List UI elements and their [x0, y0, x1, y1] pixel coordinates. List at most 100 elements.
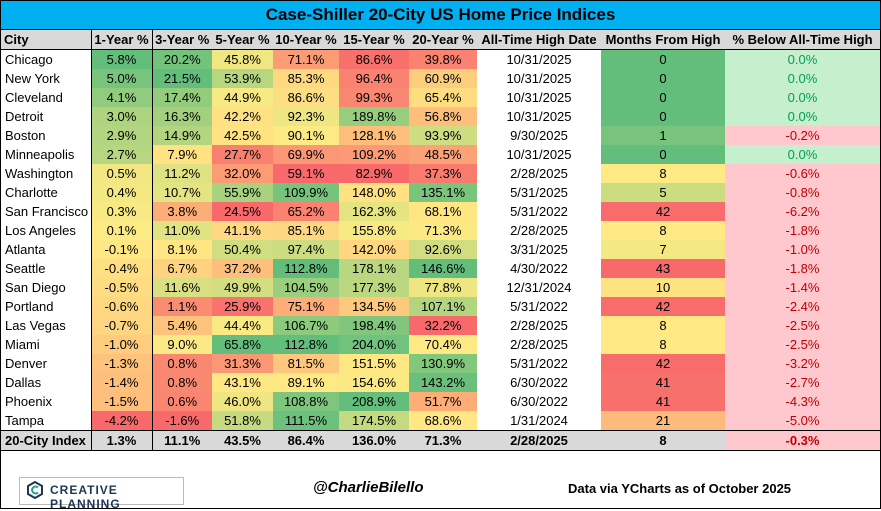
cell-below-ath: 0.0% [725, 69, 880, 88]
creative-planning-logo: CREATIVE PLANNING [19, 477, 184, 511]
cell-15yr: 198.4% [339, 316, 409, 335]
cell-3yr: 17.4% [151, 88, 212, 107]
cell-5yr: 42.2% [212, 107, 273, 126]
cell-below-ath: -2.5% [725, 335, 880, 354]
table-row: Charlotte 0.4% 10.7% 55.9% 109.9% 148.0% 135.1… [1, 183, 880, 202]
cell-20yr: 93.9% [409, 126, 477, 145]
cell-ath-date: 10/31/2025 [506, 90, 572, 105]
cell-ath-date: 5/31/2022 [510, 204, 568, 219]
cell-5yr: 43.1% [212, 373, 273, 392]
table-row: Phoenix -1.5% 0.6% 46.0% 108.8% 208.9% 51.7% 6/… [1, 392, 880, 411]
col-header-1yr: 1-Year % [90, 30, 152, 50]
cell-months-from-high: 0 [601, 145, 725, 164]
table-row: Minneapolis 2.7% 7.9% 27.7% 69.9% 109.2% 48.5%… [1, 145, 880, 164]
cell-1yr: -1.0% [90, 335, 152, 354]
cell-city: Washington [5, 166, 74, 181]
cell-20yr: 130.9% [409, 354, 477, 373]
cell-5yr: 41.1% [212, 221, 273, 240]
cell-3yr: 11.2% [151, 164, 212, 183]
cell-5yr: 43.5% [212, 430, 273, 451]
cell-5yr: 65.8% [212, 335, 273, 354]
col-header-ath-date: All-Time High Date [477, 30, 601, 50]
cell-months-from-high: 42 [601, 297, 725, 316]
creative-planning-logo-icon [27, 481, 43, 499]
cell-months-from-high: 8 [601, 164, 725, 183]
cell-months-from-high: 43 [601, 259, 725, 278]
cell-months-from-high: 0 [601, 49, 725, 69]
cell-10yr: 81.5% [273, 354, 339, 373]
cell-5yr: 37.2% [212, 259, 273, 278]
cell-1yr: 4.1% [90, 88, 152, 107]
cell-below-ath: 0.0% [725, 107, 880, 126]
cell-below-ath: -5.0% [725, 411, 880, 431]
cell-10yr: 109.9% [273, 183, 339, 202]
cell-months-from-high: 8 [601, 430, 725, 451]
table-row: Washington 0.5% 11.2% 32.0% 59.1% 82.9% 37.3% 2… [1, 164, 880, 183]
table-row: Las Vegas -0.7% 5.4% 44.4% 106.7% 198.4% 32.2%… [1, 316, 880, 335]
cell-ath-date: 5/31/2022 [510, 356, 568, 371]
cell-below-ath: -1.8% [725, 221, 880, 240]
cell-20yr: 56.8% [409, 107, 477, 126]
cell-months-from-high: 0 [601, 88, 725, 107]
cell-10yr: 106.7% [273, 316, 339, 335]
cell-3yr: 11.1% [151, 430, 212, 451]
cell-3yr: 11.6% [151, 278, 212, 297]
col-header-below: % Below All-Time High [725, 30, 880, 50]
cell-ath-date: 2/28/2025 [510, 223, 568, 238]
cell-5yr: 50.4% [212, 240, 273, 259]
cell-5yr: 44.9% [212, 88, 273, 107]
cell-3yr: 16.3% [151, 107, 212, 126]
cell-below-ath: -0.2% [725, 126, 880, 145]
cell-15yr: 174.5% [339, 411, 409, 431]
cell-15yr: 155.8% [339, 221, 409, 240]
cell-below-ath: -0.8% [725, 183, 880, 202]
cell-10yr: 86.6% [273, 88, 339, 107]
cell-ath-date: 10/31/2025 [506, 71, 572, 86]
cell-city: New York [5, 71, 60, 86]
cell-below-ath: -6.2% [725, 202, 880, 221]
cell-15yr: 82.9% [339, 164, 409, 183]
report-title: Case-Shiller 20-City US Home Price Indic… [1, 1, 880, 30]
cell-ath-date: 10/31/2025 [506, 109, 572, 124]
cell-ath-date: 2/28/2025 [477, 430, 601, 451]
cell-ath-date: 4/30/2022 [510, 261, 568, 276]
cell-5yr: 51.8% [212, 411, 273, 431]
logo-text: CREATIVE PLANNING [50, 483, 121, 511]
cell-3yr: -1.6% [151, 411, 212, 431]
cell-1yr: 2.7% [90, 145, 152, 164]
cell-below-ath: -2.5% [725, 316, 880, 335]
cell-ath-date: 10/31/2025 [506, 147, 572, 162]
cell-20yr: 37.3% [409, 164, 477, 183]
cell-20yr: 68.1% [409, 202, 477, 221]
cell-10yr: 108.8% [273, 392, 339, 411]
cell-ath-date: 6/30/2022 [510, 394, 568, 409]
table-row: Dallas -1.4% 0.8% 43.1% 89.1% 154.6% 143.2% 6/3… [1, 373, 880, 392]
cell-ath-date: 3/31/2025 [510, 242, 568, 257]
cell-1yr: -4.2% [90, 411, 152, 431]
cell-city: Phoenix [5, 394, 52, 409]
cell-5yr: 27.7% [212, 145, 273, 164]
cell-3yr: 1.1% [151, 297, 212, 316]
cell-1yr: 0.1% [90, 221, 152, 240]
cell-1yr: 5.0% [90, 69, 152, 88]
cell-10yr: 92.3% [273, 107, 339, 126]
cell-1yr: -1.4% [90, 373, 152, 392]
cell-city: 20-City Index [1, 430, 91, 451]
cell-15yr: 189.8% [339, 107, 409, 126]
cell-15yr: 136.0% [339, 430, 409, 451]
cell-below-ath: -0.3% [725, 430, 880, 451]
index-row: 20-City Index 1.3% 11.1% 43.5% 86.4% 136.0% 71… [1, 430, 880, 451]
cell-1yr: 0.4% [90, 183, 152, 202]
table-row: Chicago 5.8% 20.2% 45.8% 71.1% 86.6% 39.8% 10/3… [1, 49, 880, 69]
cell-ath-date: 12/31/2024 [506, 280, 572, 295]
cell-1yr: 5.8% [90, 49, 152, 69]
cell-1yr: -0.7% [90, 316, 152, 335]
cell-15yr: 162.3% [339, 202, 409, 221]
cell-3yr: 0.8% [151, 354, 212, 373]
cell-3yr: 0.6% [151, 392, 212, 411]
cell-1yr: 0.3% [90, 202, 152, 221]
cell-15yr: 178.1% [339, 259, 409, 278]
cell-10yr: 69.9% [273, 145, 339, 164]
cell-ath-date: 10/31/2025 [506, 52, 572, 67]
cell-20yr: 143.2% [409, 373, 477, 392]
